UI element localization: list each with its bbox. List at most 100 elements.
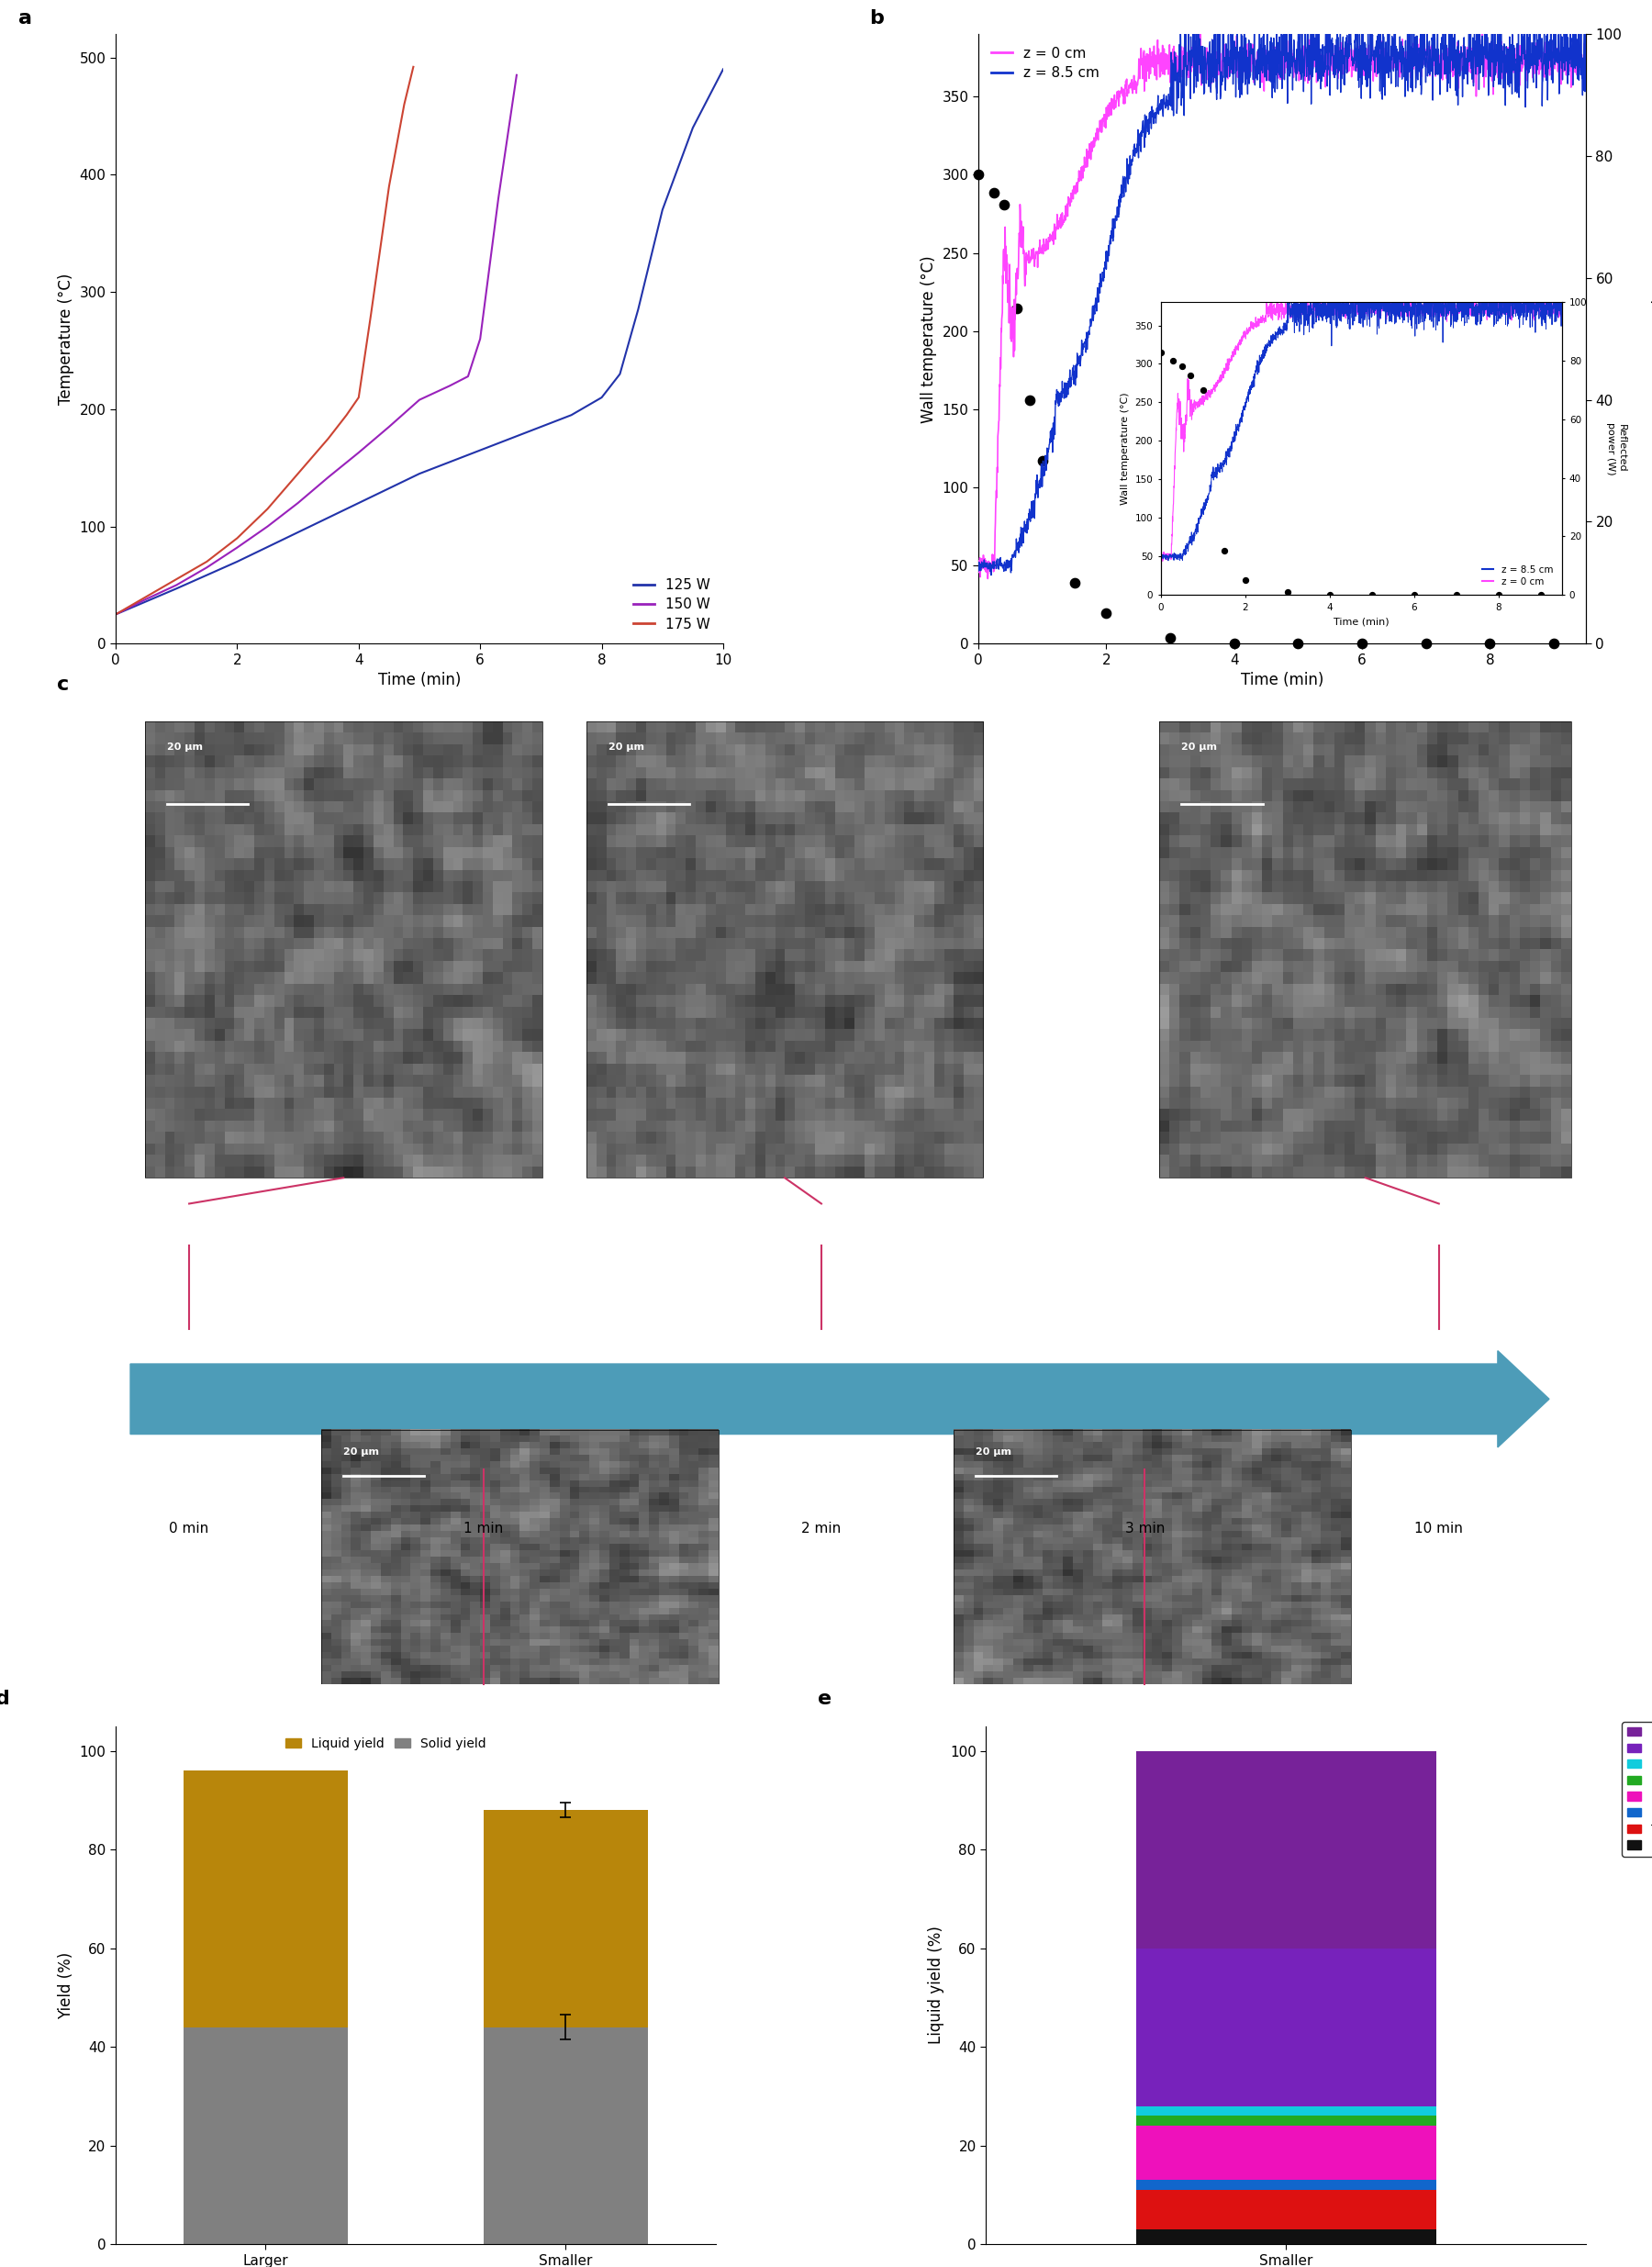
Point (1232, 562, 1259, 598)
Line: 150 W: 150 W (116, 75, 517, 614)
Bar (1137, 1947, 1436, 2106)
Point (1016, 381, 1042, 417)
125 W (471, 438, 491, 465)
Y-axis label: Temperature (°C): Temperature (°C) (58, 272, 74, 404)
175 W (287, 460, 307, 487)
z = 8.5 cm (981, 562, 1001, 589)
Text: a: a (18, 9, 31, 27)
Point (991, 186, 1018, 222)
150 W (167, 571, 187, 598)
Line: 175 W: 175 W (116, 66, 413, 614)
125 W (410, 460, 430, 487)
125 W (591, 383, 611, 410)
150 W (106, 601, 126, 628)
150 W (471, 324, 491, 351)
175 W (106, 601, 126, 628)
125 W (530, 413, 550, 440)
150 W (507, 61, 527, 88)
Y-axis label: Wall temperature (°C): Wall temperature (°C) (920, 256, 937, 422)
Point (1285, 626, 1312, 662)
z = 0 cm (1191, 16, 1211, 43)
Bar (1137, 1750, 1436, 1947)
Text: e: e (818, 1689, 831, 1707)
Text: 0 min: 0 min (169, 1521, 210, 1535)
Bar (183, 2027, 349, 2244)
150 W (258, 512, 278, 540)
Legend: Other, Limonene, Sytrene, o-Xylene, m-, p-Xylene, Ethylbenzene, Toluene, Benzene: Other, Limonene, Sytrene, o-Xylene, m-, … (1622, 1721, 1652, 1857)
Bar (586, 721, 983, 1179)
Bar (322, 1430, 719, 1684)
175 W (135, 583, 155, 610)
175 W (403, 52, 423, 79)
125 W (228, 549, 248, 576)
175 W (349, 383, 368, 410)
Point (1442, 576, 1469, 612)
125 W (349, 490, 368, 517)
150 W (287, 490, 307, 517)
125 W (714, 57, 733, 84)
125 W (610, 360, 629, 388)
z = 8.5 cm (1467, 0, 1487, 14)
Text: 10 min: 10 min (1414, 1521, 1464, 1535)
Point (1350, 626, 1376, 662)
X-axis label: Time (min): Time (min) (378, 671, 461, 689)
Text: 20 μm: 20 μm (976, 1446, 1011, 1455)
Line: z = 8.5 cm: z = 8.5 cm (978, 0, 1586, 576)
175 W (197, 549, 216, 576)
Point (1176, 358, 1203, 394)
z = 0 cm (999, 252, 1019, 279)
150 W (378, 413, 398, 440)
Point (1412, 626, 1439, 662)
125 W (106, 601, 126, 628)
Point (1211, 533, 1237, 569)
125 W (653, 197, 672, 224)
Point (1168, 349, 1194, 385)
Bar (183, 1771, 349, 2027)
Bar (1137, 2190, 1436, 2228)
Line: 125 W: 125 W (116, 70, 724, 614)
Text: 3 min: 3 min (1125, 1521, 1165, 1535)
Bar (1137, 2181, 1436, 2190)
Legend: z = 0 cm, z = 8.5 cm: z = 0 cm, z = 8.5 cm (985, 41, 1105, 86)
z = 8.5 cm (1264, 41, 1284, 68)
Text: 20 μm: 20 μm (167, 741, 203, 753)
X-axis label: Time (min): Time (min) (1241, 671, 1323, 689)
Text: d: d (0, 1689, 10, 1707)
Point (1029, 442, 1056, 478)
150 W (349, 440, 368, 467)
z = 0 cm (1576, 48, 1596, 75)
150 W (319, 465, 339, 492)
Point (1541, 626, 1568, 662)
z = 0 cm (1249, 54, 1269, 82)
125 W (167, 576, 187, 603)
z = 8.5 cm (968, 558, 988, 585)
z = 0 cm (1264, 48, 1284, 75)
Legend: 125 W, 150 W, 175 W: 125 W, 150 W, 175 W (628, 574, 717, 637)
z = 0 cm (978, 564, 998, 592)
z = 0 cm (968, 558, 988, 585)
Point (1003, 290, 1029, 326)
150 W (197, 553, 216, 580)
Text: c: c (56, 676, 69, 694)
Bar (145, 721, 542, 1179)
Line: z = 0 cm: z = 0 cm (978, 29, 1586, 578)
175 W (167, 567, 187, 594)
Point (1401, 576, 1427, 612)
z = 8.5 cm (1247, 36, 1267, 63)
Point (1156, 619, 1183, 655)
Point (1221, 626, 1247, 662)
Point (1358, 576, 1384, 612)
Point (1094, 596, 1120, 632)
125 W (135, 587, 155, 614)
FancyArrow shape (131, 1351, 1550, 1446)
175 W (337, 401, 357, 428)
Text: 20 μm: 20 μm (1181, 741, 1218, 753)
125 W (562, 401, 582, 428)
Y-axis label: Liquid yield (%): Liquid yield (%) (928, 1927, 945, 2045)
Bar (482, 1809, 648, 2027)
Point (1160, 342, 1186, 379)
175 W (395, 91, 415, 118)
Bar (1160, 721, 1571, 1179)
Bar (1137, 2126, 1436, 2181)
Point (1477, 626, 1503, 662)
